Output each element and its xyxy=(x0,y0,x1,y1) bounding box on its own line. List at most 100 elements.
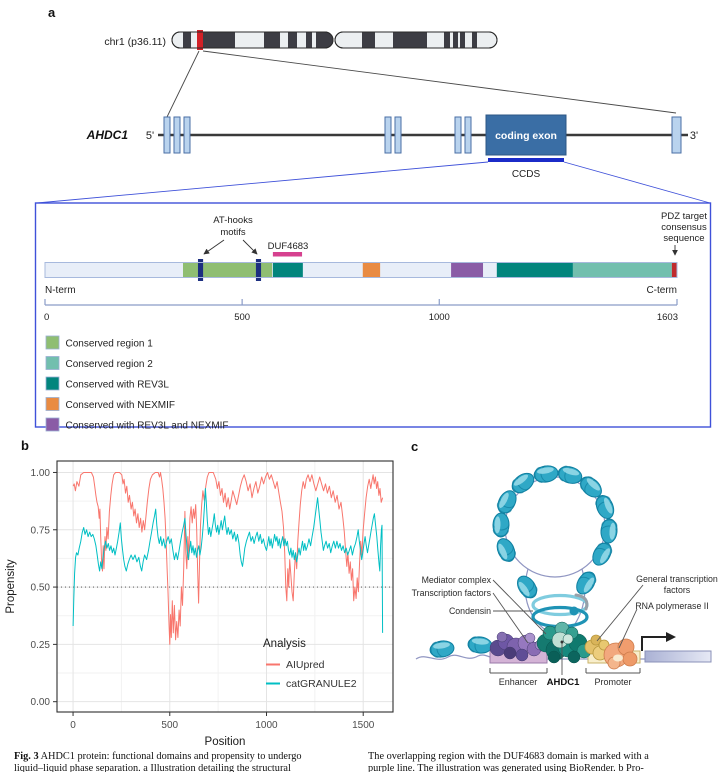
panel-border xyxy=(56,460,394,713)
domain-rev3l xyxy=(272,262,303,278)
legend-title: Analysis xyxy=(263,638,306,650)
chromosome-band xyxy=(288,32,297,48)
x-axis-title: Position xyxy=(205,736,246,748)
domain-rev3l xyxy=(496,262,573,278)
chromosome-band xyxy=(203,32,235,48)
legend-swatch-rev3l xyxy=(45,376,60,391)
domain-region2 xyxy=(572,262,672,278)
duf4683-bar xyxy=(272,252,303,257)
three-prime-label: 3' xyxy=(690,130,698,142)
domain-legend: Conserved region 1 Conserved region 2 Cons… xyxy=(45,335,229,432)
caption-right-line1: The overlapping region with the DUF4683 … xyxy=(368,751,649,762)
exon xyxy=(464,116,472,154)
chromosome-band xyxy=(472,32,477,48)
domain-region1 xyxy=(182,262,273,278)
legend-label-both: Conserved with REV3L and NEXMIF xyxy=(66,421,229,432)
y-tick-label: 0.00 xyxy=(31,697,51,708)
caption-left-line1: AHDC1 protein: functional domains and pr… xyxy=(38,751,302,762)
leader-lines xyxy=(492,579,644,675)
legend-swatch-nexmif xyxy=(45,397,60,411)
x-tick-label: 1500 xyxy=(352,720,375,731)
rna-pol2-label: RNA polymerase II xyxy=(635,601,708,611)
ccds-bar xyxy=(488,158,564,162)
locus-connector-right xyxy=(202,50,677,114)
transcription-factors-label: Transcription factors xyxy=(412,588,492,598)
ahdc1-label: AHDC1 xyxy=(547,677,580,688)
locus-connector-left xyxy=(166,50,200,118)
chromosome-ideogram xyxy=(171,30,498,50)
caption-right-line2: purple line. The illustration was genera… xyxy=(368,762,644,772)
zoom-connector-right xyxy=(563,161,711,204)
caption-left-line2: liquid–liquid phase separation. a Illust… xyxy=(14,762,291,772)
pdz-label-line3: sequence xyxy=(663,233,704,244)
domain-nexmif xyxy=(362,262,381,278)
coding-exon-label: coding exon xyxy=(495,130,557,142)
scale-tick-label: 1000 xyxy=(429,312,450,323)
protein-panel-box xyxy=(34,202,712,428)
legend-label-AIUpred: AIUpred xyxy=(286,659,325,671)
figure-caption: Fig. 3 AHDC1 protein: functional domains… xyxy=(14,751,706,772)
general-tf-label-line1: General transcription xyxy=(636,574,718,584)
panel-c-transcription-illustration: Mediator complex Transcription factors C… xyxy=(412,463,718,688)
y-tick-label: 0.25 xyxy=(31,640,51,651)
five-prime-label: 5' xyxy=(146,130,154,142)
gene-name: AHDC1 xyxy=(86,128,129,142)
coding-exon-box: coding exon xyxy=(485,114,567,156)
at-hooks-label-line2: motifs xyxy=(220,227,246,238)
gene-exons xyxy=(163,116,682,154)
zoom-connector-left xyxy=(36,161,489,204)
domain-both xyxy=(451,262,484,278)
chromosome-band xyxy=(183,32,191,48)
x-tick-label: 500 xyxy=(161,720,178,731)
at-hook-bar xyxy=(255,259,262,281)
y-axis-title: Propensity xyxy=(5,559,17,614)
at-hook-arrow-left xyxy=(203,239,225,255)
condensin-label: Condensin xyxy=(449,606,491,616)
chromosome-band xyxy=(444,32,450,48)
duf4683-label: DUF4683 xyxy=(268,241,309,252)
locus-marker xyxy=(197,30,203,50)
legend-label-rev3l: Conserved with REV3L xyxy=(66,380,170,391)
general-tf-label-line2: factors xyxy=(664,585,691,595)
tss-arrow xyxy=(641,636,666,651)
caption-right-column: The overlapping region with the DUF4683 … xyxy=(368,751,706,772)
exon xyxy=(394,116,402,154)
ahdc1-pointer-dot xyxy=(560,640,564,644)
gene-body-bar xyxy=(644,650,712,663)
exon xyxy=(163,116,171,154)
ccds-label: CCDS xyxy=(512,169,541,180)
general-tf-blobs xyxy=(584,634,610,661)
x-tick-label: 1000 xyxy=(255,720,278,731)
tss-arrowhead-icon xyxy=(666,632,676,642)
nucleosomes xyxy=(428,463,619,660)
y-tick-label: 1.00 xyxy=(31,468,51,479)
legend-swatch-both xyxy=(45,417,60,432)
scale-tick-label: 1603 xyxy=(657,312,678,323)
chromosome-band xyxy=(264,32,280,48)
at-hooks-label-line1: AT-hooks xyxy=(213,215,253,226)
mediator-complex-label: Mediator complex xyxy=(422,575,492,585)
series-catGRANULE2 xyxy=(72,488,384,633)
y-tick-label: 0.50 xyxy=(31,583,51,594)
chromosome-band xyxy=(362,32,375,48)
scale-tick-label: 500 xyxy=(234,312,250,323)
n-term-label: N-term xyxy=(45,285,76,296)
at-hook-bar xyxy=(197,259,204,281)
enhancer-label: Enhancer xyxy=(499,677,538,687)
chromosome-band xyxy=(453,32,458,48)
pdz-bar xyxy=(671,262,677,278)
exon xyxy=(183,116,191,154)
legend-label-region2: Conserved region 2 xyxy=(66,359,154,370)
x-tick-label: 0 xyxy=(70,720,76,731)
panel-c-label: c xyxy=(411,439,419,454)
c-term-label: C-term xyxy=(646,285,677,296)
chromosome-band xyxy=(393,32,427,48)
rna-pol2-blob xyxy=(603,638,638,670)
scale-tick-label: 0 xyxy=(44,312,49,323)
exon xyxy=(384,116,392,154)
pdz-label-line2: consensus xyxy=(661,222,707,233)
at-hook-arrow-right xyxy=(242,239,258,255)
exon xyxy=(671,116,682,154)
pdz-label-line1: PDZ target xyxy=(661,211,707,222)
